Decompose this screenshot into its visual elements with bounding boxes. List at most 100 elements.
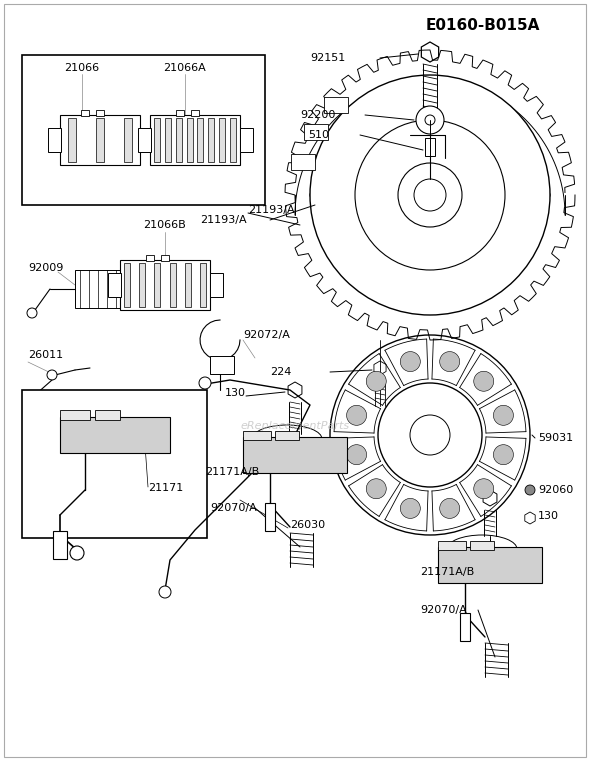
Text: 21193/A: 21193/A <box>200 215 247 225</box>
Bar <box>75 270 125 308</box>
Bar <box>191 110 199 116</box>
Text: 510: 510 <box>308 130 329 140</box>
Text: E0160-B015A: E0160-B015A <box>425 18 540 33</box>
Bar <box>470 541 494 550</box>
Polygon shape <box>525 512 535 524</box>
Circle shape <box>401 498 420 518</box>
Circle shape <box>525 485 535 495</box>
Bar <box>48 128 61 152</box>
Text: 21171A/B: 21171A/B <box>205 467 259 477</box>
Bar <box>154 118 160 162</box>
Text: 21171: 21171 <box>148 483 183 493</box>
Circle shape <box>493 406 513 425</box>
Bar <box>68 118 76 162</box>
Bar <box>161 255 169 261</box>
Circle shape <box>366 371 386 391</box>
Circle shape <box>398 163 462 227</box>
Bar <box>210 356 234 374</box>
Circle shape <box>27 308 37 318</box>
Circle shape <box>355 120 505 270</box>
Bar <box>219 118 225 162</box>
Polygon shape <box>483 490 497 506</box>
Circle shape <box>346 406 366 425</box>
Bar <box>243 431 271 440</box>
Bar <box>60 115 140 165</box>
Text: 92200: 92200 <box>300 110 335 120</box>
Bar <box>120 260 210 310</box>
Text: 92009: 92009 <box>28 263 63 273</box>
Bar <box>460 613 470 641</box>
Text: 92151: 92151 <box>310 53 345 63</box>
Bar <box>60 417 170 453</box>
Bar <box>53 531 67 559</box>
Text: 224: 224 <box>270 367 291 377</box>
Bar <box>438 547 542 583</box>
Bar <box>265 503 275 531</box>
Bar <box>304 123 328 139</box>
Text: 26011: 26011 <box>28 350 63 360</box>
Polygon shape <box>288 382 302 398</box>
Text: 21171A/B: 21171A/B <box>420 567 474 577</box>
Bar <box>186 118 192 162</box>
Bar <box>176 110 184 116</box>
Circle shape <box>47 370 57 380</box>
Circle shape <box>440 498 460 518</box>
Circle shape <box>401 352 420 371</box>
Bar <box>200 263 206 307</box>
Bar <box>291 154 315 170</box>
Bar <box>138 128 151 152</box>
Bar <box>185 263 191 307</box>
Circle shape <box>474 479 494 498</box>
Circle shape <box>310 75 550 315</box>
Bar <box>60 410 90 420</box>
Bar <box>96 110 104 116</box>
Bar <box>425 138 435 156</box>
Bar <box>210 273 223 297</box>
Bar <box>438 541 466 550</box>
Bar <box>96 118 104 162</box>
Circle shape <box>366 479 386 498</box>
Text: 130: 130 <box>538 511 559 521</box>
Circle shape <box>416 106 444 134</box>
Circle shape <box>27 392 37 402</box>
Bar <box>139 263 145 307</box>
Bar <box>124 263 130 307</box>
Bar <box>140 128 153 152</box>
Bar <box>275 431 299 440</box>
Bar <box>22 390 207 538</box>
Bar <box>108 273 121 297</box>
Bar <box>22 55 265 205</box>
Bar <box>176 118 182 162</box>
Circle shape <box>425 115 435 125</box>
Text: 21066: 21066 <box>64 63 100 73</box>
Polygon shape <box>421 42 438 62</box>
Bar <box>155 263 160 307</box>
Text: 26030: 26030 <box>290 520 325 530</box>
Bar <box>124 118 132 162</box>
Text: 92070/A: 92070/A <box>210 503 257 513</box>
Bar <box>324 97 348 113</box>
Circle shape <box>474 371 494 391</box>
Text: 92070/A: 92070/A <box>420 605 467 615</box>
Circle shape <box>346 444 366 465</box>
Circle shape <box>440 352 460 371</box>
Bar <box>243 437 347 473</box>
Circle shape <box>414 179 446 211</box>
Bar <box>165 118 171 162</box>
Text: 21066B: 21066B <box>143 220 186 230</box>
Circle shape <box>70 546 84 560</box>
Bar <box>81 110 89 116</box>
Bar <box>95 410 120 420</box>
Text: 92072/A: 92072/A <box>243 330 290 340</box>
Bar <box>169 263 176 307</box>
Circle shape <box>159 586 171 598</box>
Bar <box>240 128 253 152</box>
Text: 130: 130 <box>225 388 246 398</box>
Text: 59031: 59031 <box>538 433 573 443</box>
Bar <box>208 118 214 162</box>
Bar <box>150 115 240 165</box>
Ellipse shape <box>310 174 550 216</box>
Bar <box>198 118 204 162</box>
Circle shape <box>493 444 513 465</box>
Circle shape <box>199 377 211 389</box>
